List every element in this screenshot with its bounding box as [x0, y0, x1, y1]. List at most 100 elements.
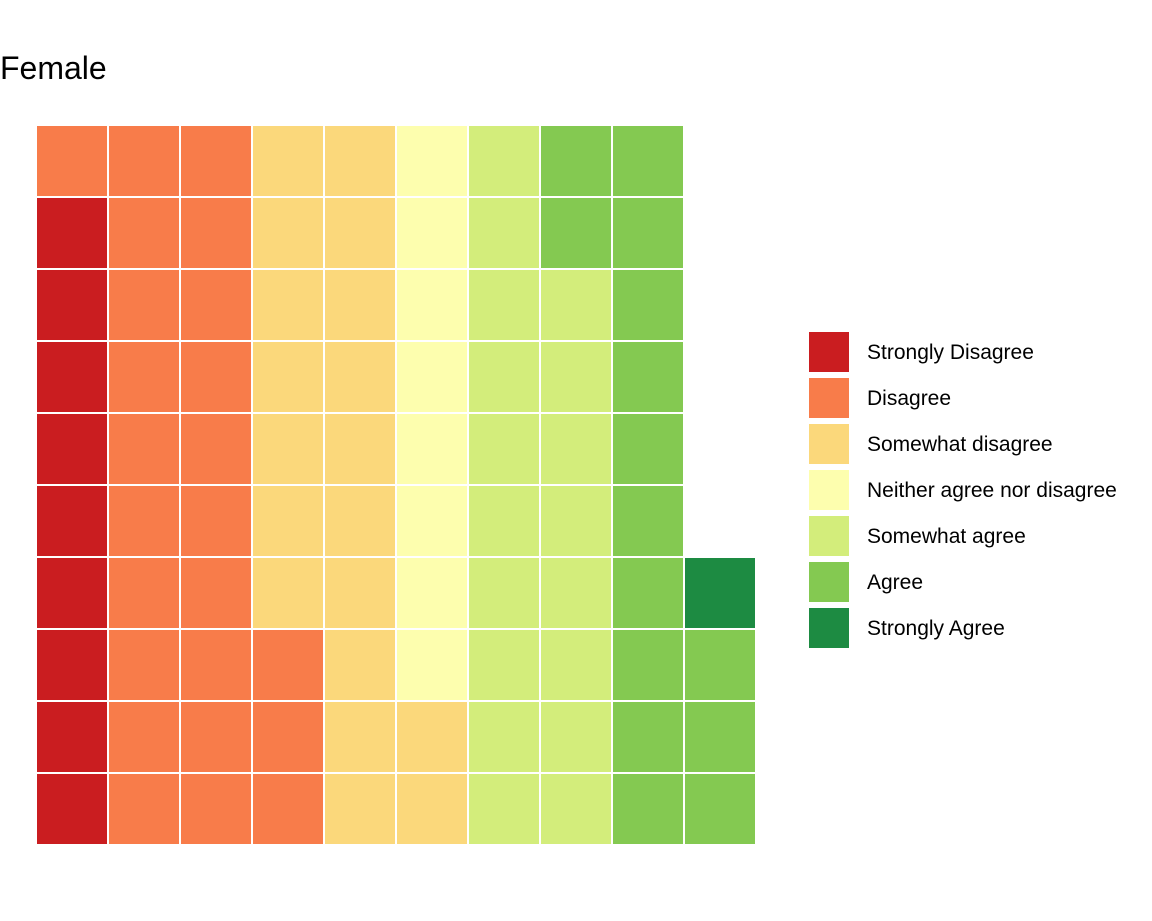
waffle-cell-agree [683, 700, 757, 774]
legend-key-neither-agree-nor-disagree [809, 470, 849, 510]
legend-key-somewhat-agree [809, 516, 849, 556]
waffle-cell-somewhat-disagree [323, 772, 397, 846]
legend-label-somewhat-disagree: Somewhat disagree [867, 433, 1053, 456]
legend-label-agree: Agree [867, 571, 923, 594]
waffle-cell-agree [611, 772, 685, 846]
waffle-cell-neither-agree-nor-disagree [395, 268, 469, 342]
waffle-cell-disagree [107, 556, 181, 630]
waffle-cell-disagree [179, 628, 253, 702]
waffle-cell-agree [611, 484, 685, 558]
waffle-cell-somewhat-agree [539, 772, 613, 846]
waffle-cell-agree [611, 196, 685, 270]
waffle-cell-disagree [107, 196, 181, 270]
waffle-cell-agree [611, 412, 685, 486]
waffle-cell-neither-agree-nor-disagree [395, 484, 469, 558]
legend-label-strongly-disagree: Strongly Disagree [867, 341, 1034, 364]
waffle-cell-neither-agree-nor-disagree [395, 340, 469, 414]
waffle-cell-disagree [107, 340, 181, 414]
legend: Strongly Disagree Disagree Somewhat disagr… [809, 332, 1117, 648]
waffle-cell-disagree [179, 268, 253, 342]
waffle-cell-strongly-disagree [35, 772, 109, 846]
waffle-cell-agree [611, 556, 685, 630]
waffle-cell-strongly-disagree [35, 268, 109, 342]
waffle-cell-disagree [107, 700, 181, 774]
waffle-cell-somewhat-disagree [323, 412, 397, 486]
waffle-cell-somewhat-disagree [323, 124, 397, 198]
waffle-cell-strongly-disagree [35, 700, 109, 774]
waffle-cell-neither-agree-nor-disagree [395, 556, 469, 630]
waffle-cell-somewhat-agree [467, 772, 541, 846]
waffle-cell-neither-agree-nor-disagree [395, 628, 469, 702]
waffle-cell-disagree [179, 484, 253, 558]
waffle-cell-somewhat-agree [467, 700, 541, 774]
waffle-cell-strongly-agree [683, 556, 757, 630]
waffle-cell-disagree [179, 124, 253, 198]
waffle-cell-agree [611, 700, 685, 774]
waffle-cell-disagree [179, 196, 253, 270]
waffle-cell-strongly-disagree [35, 340, 109, 414]
waffle-cell-disagree [107, 628, 181, 702]
waffle-cell-somewhat-disagree [251, 124, 325, 198]
waffle-cell-somewhat-agree [467, 484, 541, 558]
waffle-cell-somewhat-disagree [323, 340, 397, 414]
waffle-cell-neither-agree-nor-disagree [395, 412, 469, 486]
waffle-cell-neither-agree-nor-disagree [395, 196, 469, 270]
waffle-cell-somewhat-disagree [251, 484, 325, 558]
waffle-cell-somewhat-agree [467, 124, 541, 198]
chart-title: Female [0, 50, 107, 86]
waffle-cell-agree [611, 268, 685, 342]
waffle-cell-somewhat-disagree [251, 340, 325, 414]
waffle-cell-strongly-disagree [35, 412, 109, 486]
legend-label-disagree: Disagree [867, 387, 951, 410]
legend-label-neither-agree-nor-disagree: Neither agree nor disagree [867, 479, 1117, 502]
waffle-cell-disagree [179, 556, 253, 630]
waffle-cell-disagree [179, 340, 253, 414]
waffle-cell-disagree [179, 412, 253, 486]
waffle-cell-somewhat-disagree [251, 412, 325, 486]
waffle-cell-somewhat-agree [539, 412, 613, 486]
waffle-cell-agree [539, 196, 613, 270]
waffle-cell-somewhat-disagree [323, 556, 397, 630]
waffle-cell-somewhat-disagree [395, 700, 469, 774]
legend-key-somewhat-disagree [809, 424, 849, 464]
legend-key-strongly-disagree [809, 332, 849, 372]
waffle-cell-disagree [251, 700, 325, 774]
legend-label-somewhat-agree: Somewhat agree [867, 525, 1026, 548]
waffle-cell-somewhat-agree [539, 340, 613, 414]
waffle-cell-somewhat-disagree [323, 484, 397, 558]
waffle-grid [35, 124, 757, 846]
waffle-cell-somewhat-agree [467, 628, 541, 702]
waffle-cell-strongly-disagree [35, 628, 109, 702]
waffle-cell-agree [539, 124, 613, 198]
waffle-cell-disagree [35, 124, 109, 198]
waffle-cell-disagree [251, 772, 325, 846]
waffle-cell-somewhat-agree [539, 556, 613, 630]
waffle-cell-somewhat-agree [539, 484, 613, 558]
waffle-cell-disagree [107, 484, 181, 558]
legend-key-strongly-agree [809, 608, 849, 648]
waffle-cell-agree [611, 124, 685, 198]
waffle-cell-disagree [251, 628, 325, 702]
waffle-cell-somewhat-agree [467, 340, 541, 414]
waffle-cell-agree [683, 628, 757, 702]
waffle-cell-somewhat-disagree [251, 196, 325, 270]
waffle-cell-somewhat-disagree [323, 196, 397, 270]
legend-key-agree [809, 562, 849, 602]
waffle-cell-somewhat-disagree [395, 772, 469, 846]
waffle-cell-somewhat-agree [467, 556, 541, 630]
waffle-cell-somewhat-agree [539, 628, 613, 702]
waffle-cell-somewhat-disagree [323, 268, 397, 342]
waffle-cell-agree [611, 340, 685, 414]
waffle-cell-somewhat-agree [467, 412, 541, 486]
waffle-cell-somewhat-agree [539, 268, 613, 342]
waffle-cell-strongly-disagree [35, 484, 109, 558]
waffle-cell-disagree [107, 268, 181, 342]
waffle-cell-strongly-disagree [35, 196, 109, 270]
waffle-cell-neither-agree-nor-disagree [395, 124, 469, 198]
legend-key-disagree [809, 378, 849, 418]
waffle-cell-agree [683, 772, 757, 846]
waffle-cell-somewhat-agree [539, 700, 613, 774]
waffle-cell-somewhat-disagree [323, 700, 397, 774]
waffle-cell-somewhat-agree [467, 268, 541, 342]
